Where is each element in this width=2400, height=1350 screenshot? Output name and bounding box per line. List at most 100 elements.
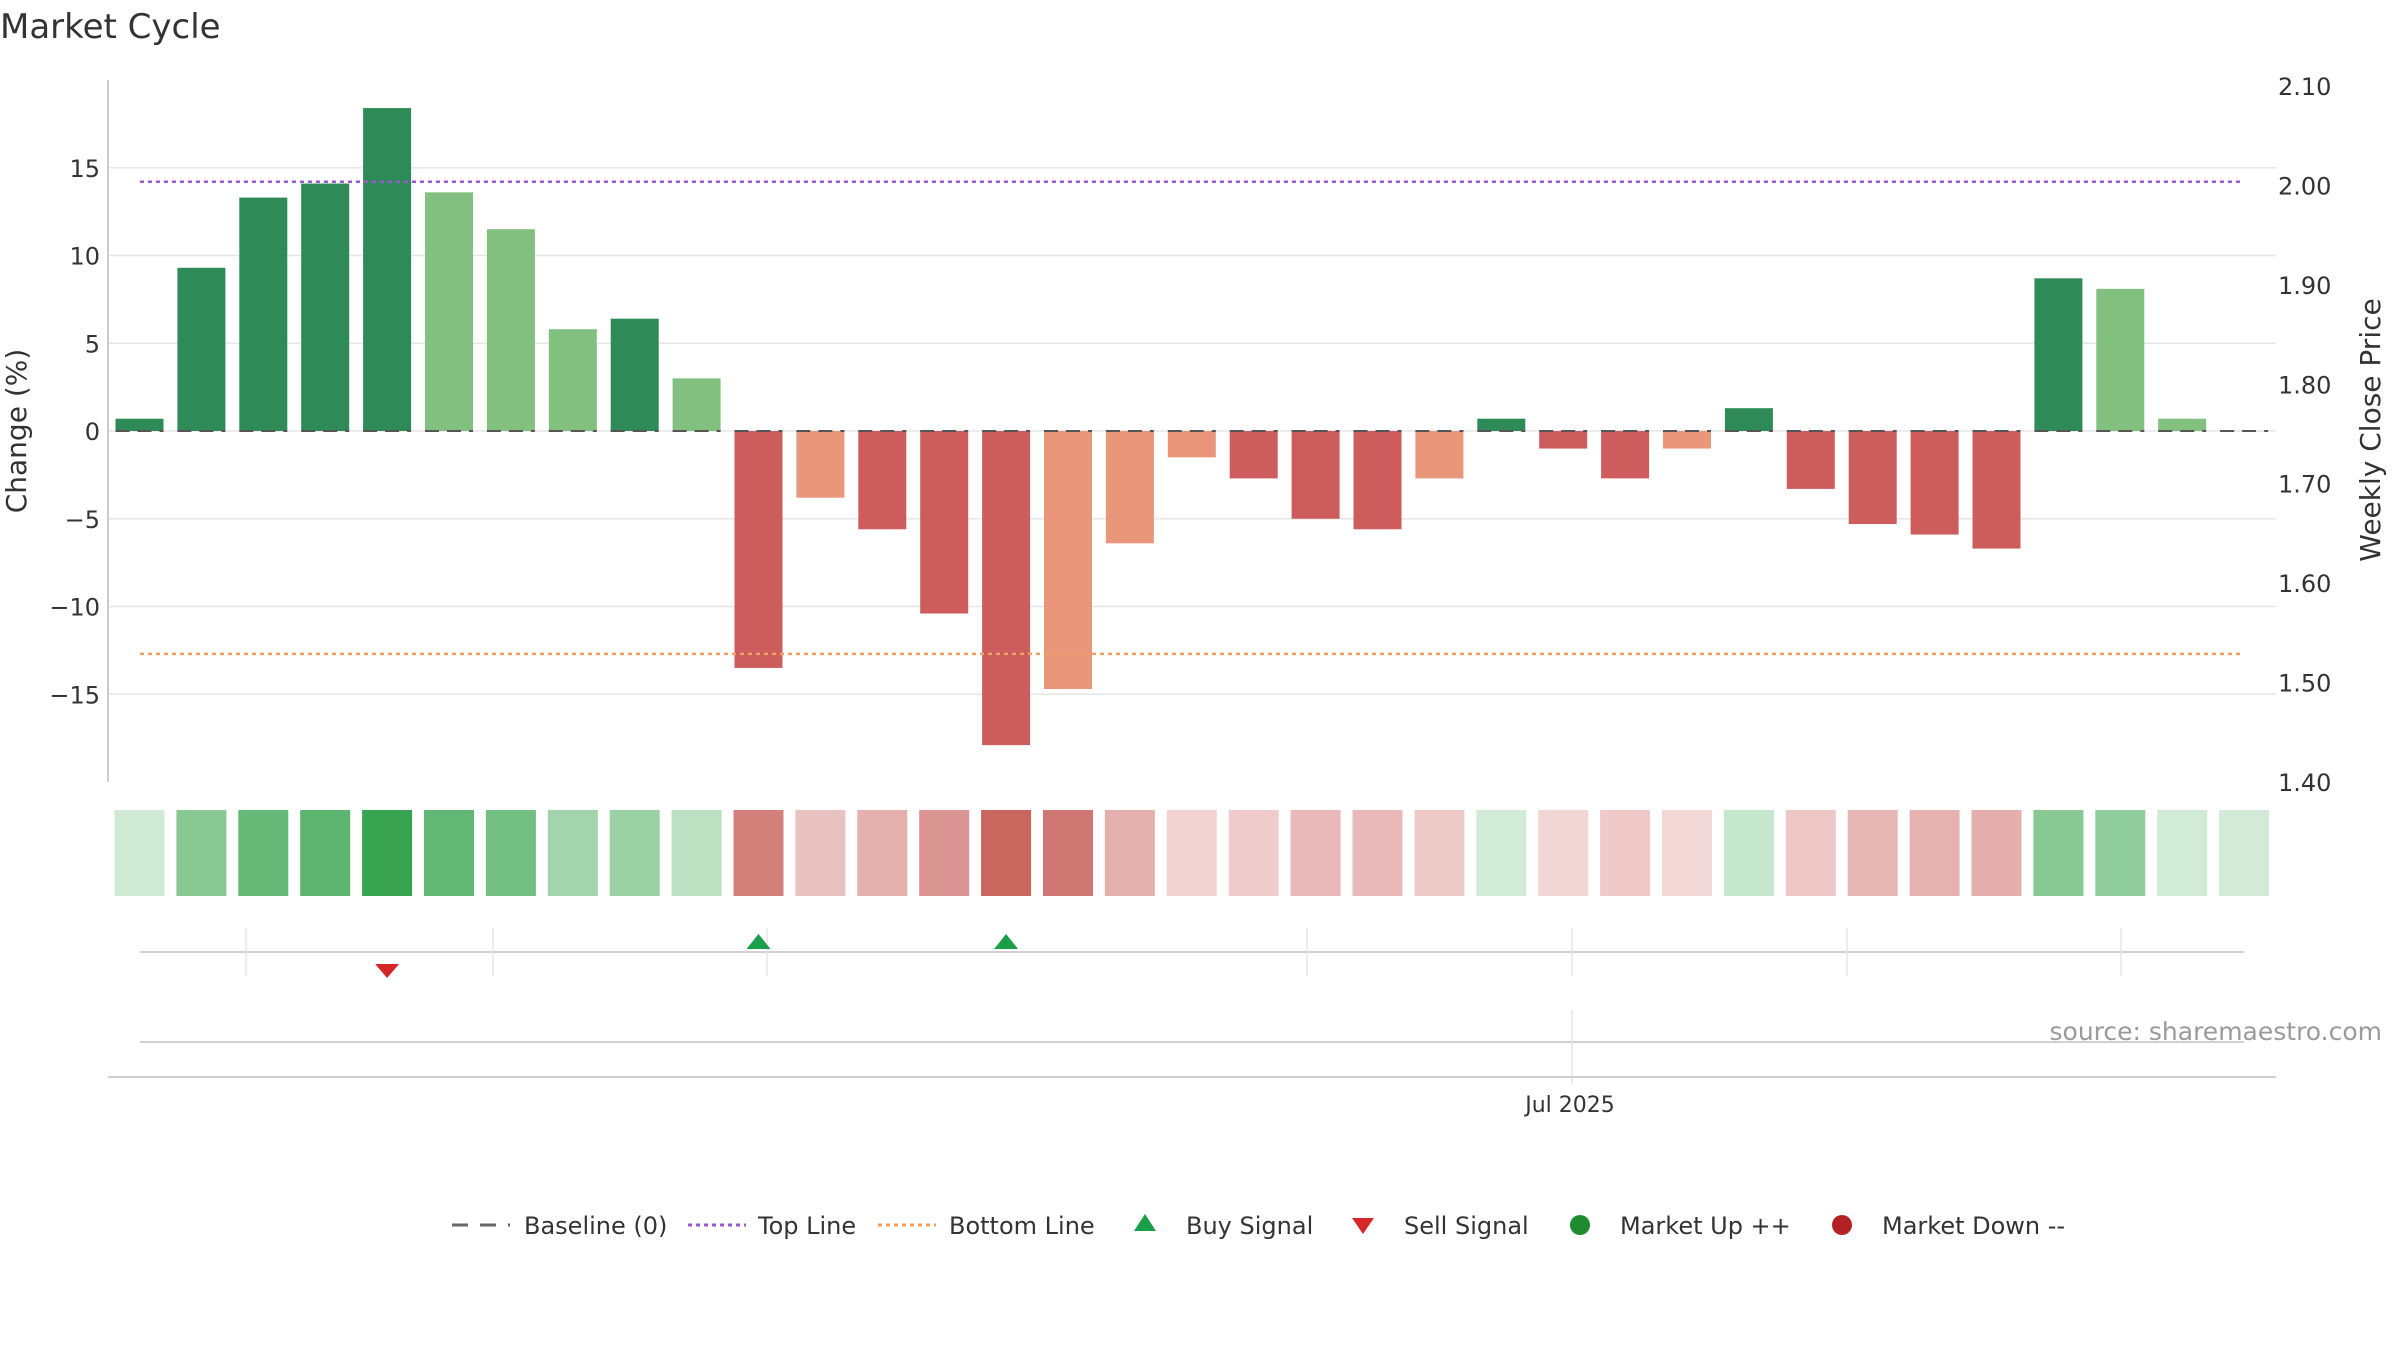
bar [610,318,659,431]
y2-tick-label: 2.00 [2278,172,2331,200]
bar [1972,431,2021,549]
legend-baseline-label: Baseline (0) [524,1212,667,1240]
bar [920,431,969,614]
bars-group [115,108,2269,746]
heat-cell [1847,810,1898,896]
y2-axis-ticks: 2.10 2.00 1.90 1.80 1.70 1.60 1.50 1.40 [2278,73,2331,797]
buy-signal-icon [746,934,771,949]
legend-sell-icon [1352,1218,1374,1234]
heat-cell [1538,810,1589,896]
y-tick-label: 0 [85,418,100,446]
bar [2034,278,2083,431]
heat-cell [609,810,660,896]
y-tick-label: 10 [69,243,100,271]
bar [548,329,597,431]
y2-tick-label: 1.50 [2278,670,2331,698]
bar [858,431,907,530]
heat-cell [176,810,227,896]
y2-tick-label: 1.70 [2278,471,2331,499]
bar [177,267,226,431]
y2-tick-label: 1.90 [2278,272,2331,300]
heat-cell [919,810,970,896]
heat-cell [733,810,784,896]
lower-panel [108,1010,2276,1084]
bar [1848,431,1897,525]
legend-market-up-label: Market Up ++ [1620,1212,1791,1240]
y2-tick-label: 2.10 [2278,73,2331,101]
legend-market-up-icon [1570,1215,1590,1235]
heat-cell [547,810,598,896]
bar [1663,431,1711,449]
heat-cell [1104,810,1155,896]
y-axis-label: Change (%) [0,349,33,514]
heat-cell [1785,810,1836,896]
heat-cell [1166,810,1217,896]
legend: Baseline (0) Top Line Bottom Line Buy Si… [452,1212,2065,1240]
bar [2158,418,2207,431]
heat-cell [2033,810,2084,896]
heat-cell [981,810,1032,896]
legend-sell-label: Sell Signal [1404,1212,1529,1240]
bar [796,431,845,498]
heat-cell [2157,810,2208,896]
bar [486,229,535,431]
bar [982,431,1031,746]
y-tick-label: 15 [69,155,100,183]
bar [672,378,721,431]
sell-signal-icon [375,964,400,978]
bar [363,108,412,431]
bar [1786,431,1835,489]
heat-cell [2219,810,2270,896]
heat-cell [857,810,908,896]
heat-cell [1971,810,2022,896]
bar [2096,288,2145,431]
heat-cell [1662,810,1712,896]
heat-cell [1723,810,1774,896]
heat-cell [1228,810,1279,896]
legend-bottom-line-label: Bottom Line [949,1212,1095,1240]
bar [1910,431,1959,535]
bar [1105,431,1154,544]
heat-cell [1043,810,1093,896]
heat-cell [424,810,474,896]
bar [115,418,164,431]
y-axis-ticks: 15 10 5 0 −5 −10 −15 [49,155,100,710]
legend-buy-label: Buy Signal [1186,1212,1313,1240]
y2-tick-label: 1.60 [2278,570,2331,598]
chart-title: Market Cycle [0,7,221,47]
heat-cell [795,810,846,896]
bar [1539,431,1588,449]
bar [425,192,473,431]
heat-cell [300,810,351,896]
heat-cell [1290,810,1341,896]
bar [301,183,350,431]
y2-tick-label: 1.40 [2278,769,2331,797]
bar [734,431,783,668]
heat-cell [114,810,165,896]
heat-cell [1352,810,1403,896]
y-tick-label: −10 [49,594,100,622]
y-tick-label: −5 [65,506,100,534]
heat-cell [238,810,289,896]
legend-buy-icon [1134,1214,1156,1231]
bar [1477,418,1526,431]
signals-panel [140,928,2244,978]
heat-cell [1414,810,1465,896]
heat-cell [2095,810,2146,896]
bar [1044,431,1092,689]
legend-market-down-icon [1832,1215,1852,1235]
y2-axis-label: Weekly Close Price [2354,298,2387,561]
legend-market-down-label: Market Down -- [1882,1212,2065,1240]
legend-top-line-label: Top Line [757,1212,856,1240]
bar [1167,431,1216,458]
x-tick-label: Jul 2025 [1523,1093,1615,1118]
source-label: source: sharemaestro.com [2050,1017,2383,1046]
bar [1724,408,1773,431]
y-tick-label: 5 [85,330,100,358]
bar [1415,431,1464,479]
heat-cell [1600,810,1651,896]
heat-cell [1476,810,1527,896]
y2-tick-label: 1.80 [2278,371,2331,399]
heat-cell [485,810,536,896]
